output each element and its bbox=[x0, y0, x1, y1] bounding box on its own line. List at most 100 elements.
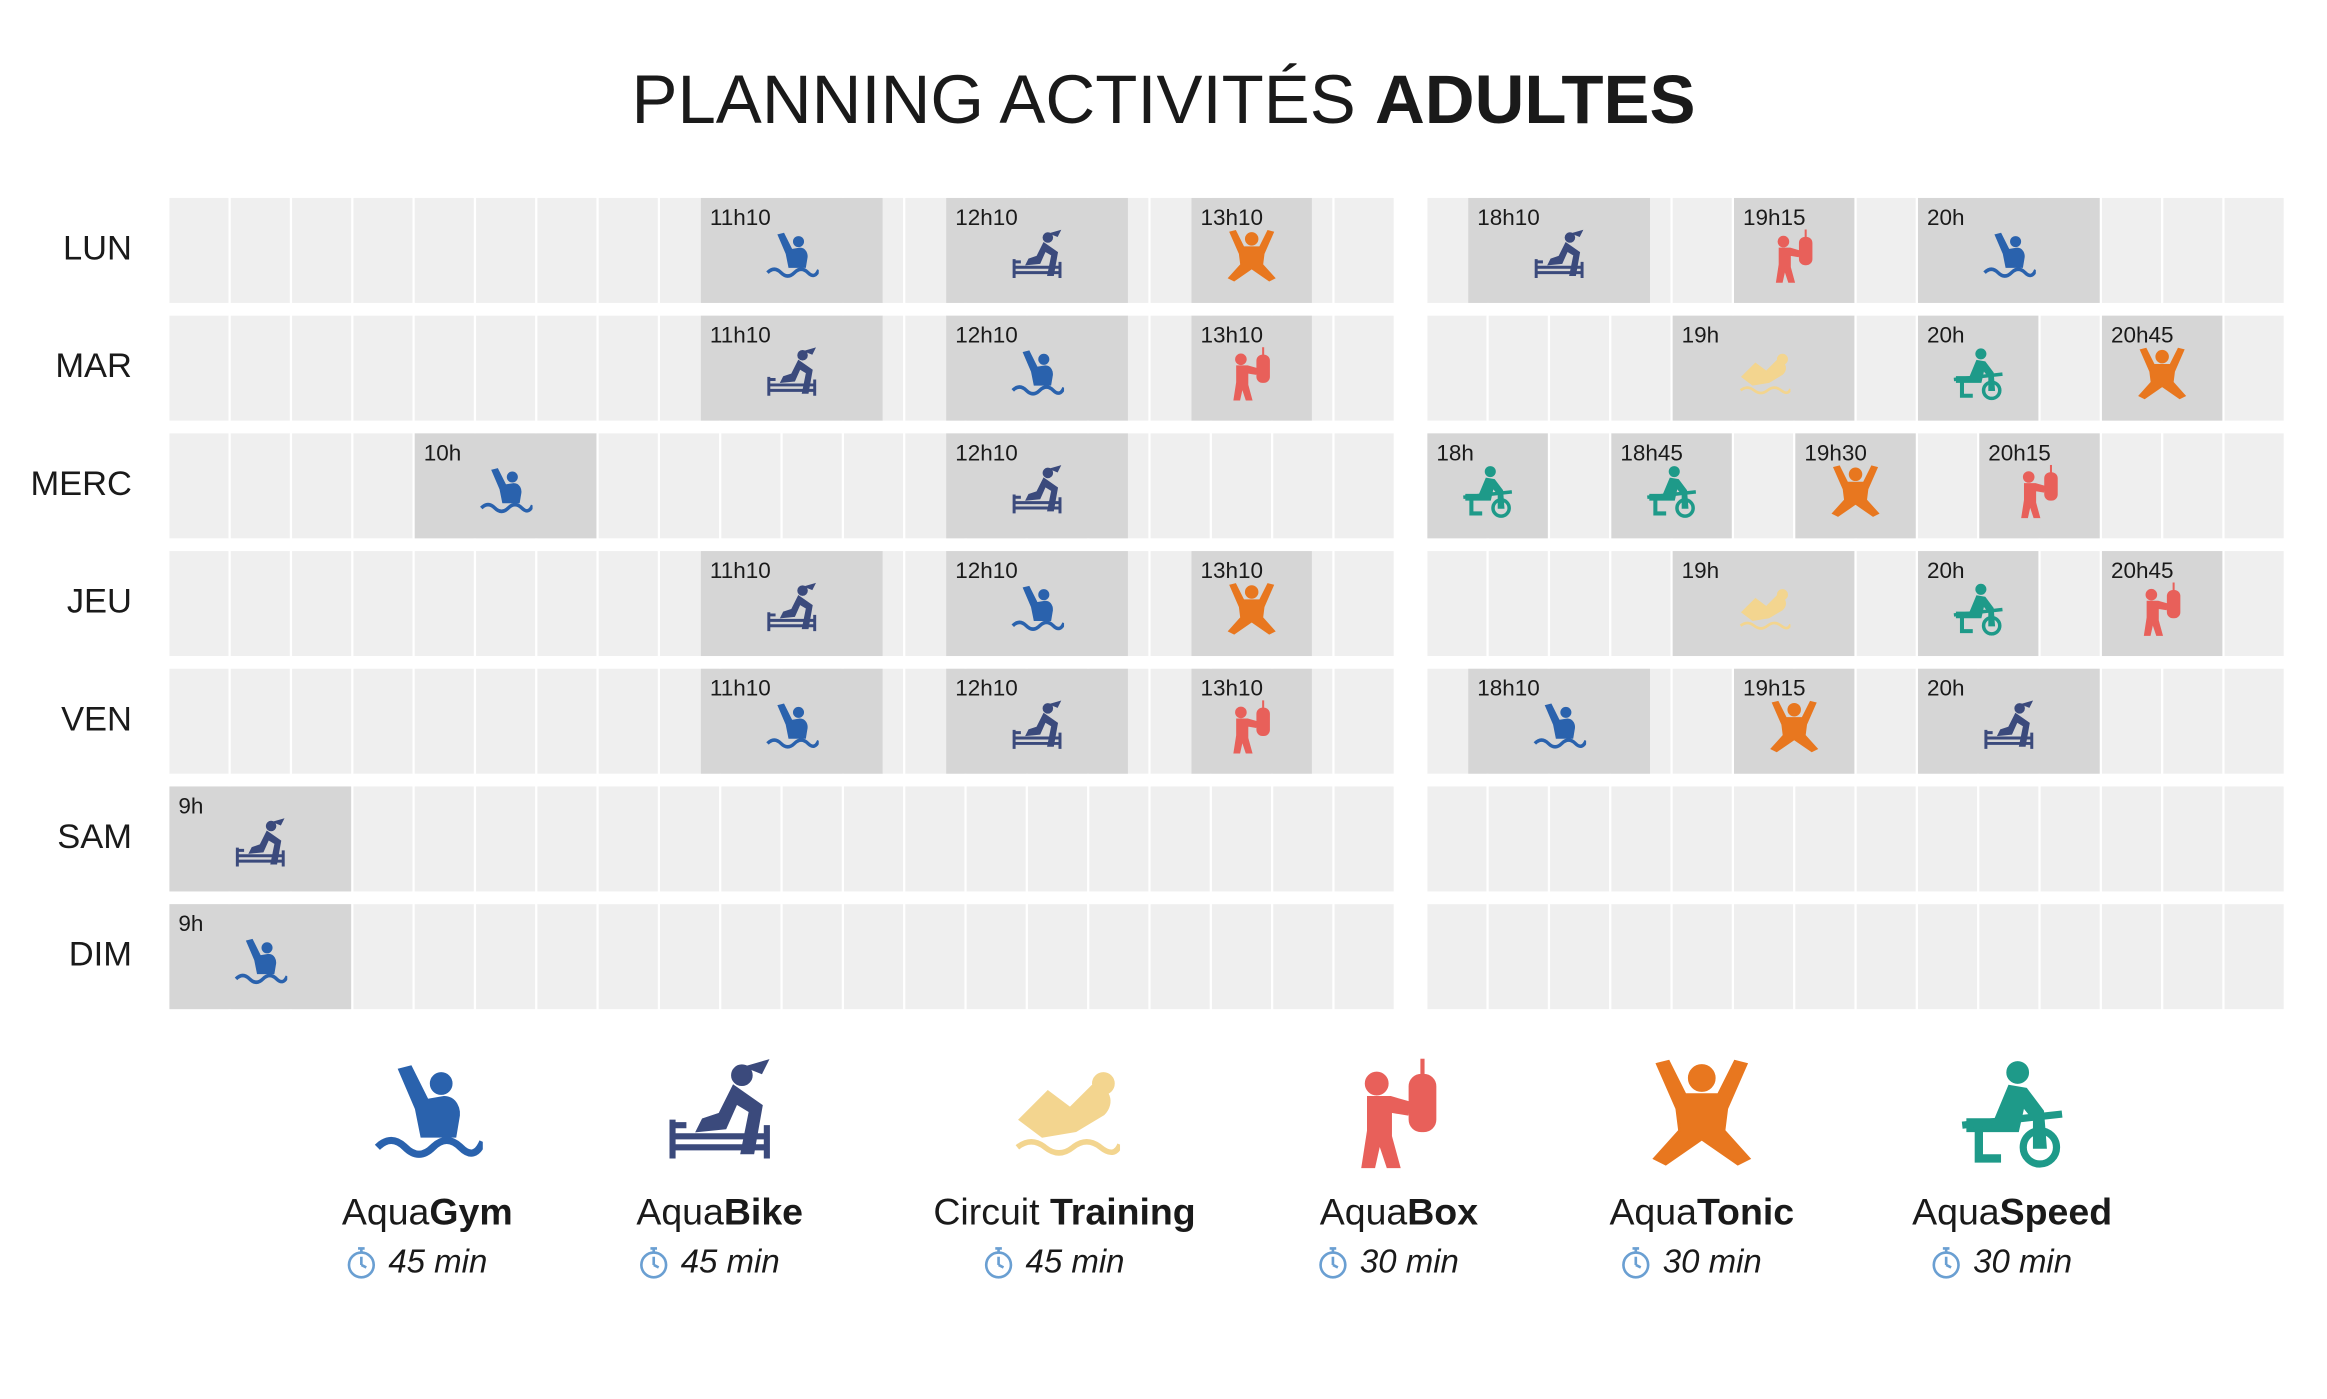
session: 20h45 bbox=[2101, 315, 2223, 421]
grid-cell bbox=[1856, 315, 1916, 421]
session-time: 13h10 bbox=[1200, 323, 1263, 348]
session-time: 19h bbox=[1682, 323, 1720, 348]
legend-duration: 45 min bbox=[681, 1243, 780, 1280]
session-time: 12h10 bbox=[955, 558, 1018, 583]
session: 20h bbox=[1917, 315, 2039, 421]
grid-cell bbox=[1550, 315, 1610, 421]
grid-cell bbox=[2224, 904, 2284, 1010]
grid-cell bbox=[169, 668, 229, 774]
session-time: 12h10 bbox=[955, 323, 1018, 348]
grid-cell bbox=[353, 668, 413, 774]
grid-cell bbox=[292, 433, 352, 539]
grid-cell bbox=[169, 315, 229, 421]
grid-cell bbox=[905, 904, 965, 1010]
grid-cell bbox=[598, 197, 658, 303]
legend-name: AquaBox bbox=[1320, 1190, 1478, 1232]
session-time: 18h45 bbox=[1620, 440, 1683, 465]
session-time: 18h10 bbox=[1477, 205, 1540, 230]
grid-cell bbox=[1917, 904, 1978, 1010]
grid-cell bbox=[1734, 433, 1794, 539]
grid-cell bbox=[1334, 904, 1394, 1010]
grid-cell bbox=[414, 786, 474, 892]
legend-duration: 30 min bbox=[1360, 1243, 1459, 1280]
session: 18h45 bbox=[1611, 433, 1732, 539]
grid-cell bbox=[1856, 551, 1916, 657]
grid-cell bbox=[1334, 197, 1394, 303]
stopwatch-icon bbox=[640, 1247, 668, 1279]
grid-cell bbox=[1611, 904, 1671, 1010]
stopwatch-icon bbox=[1319, 1247, 1347, 1279]
session-time: 19h bbox=[1682, 558, 1720, 583]
grid-cell bbox=[2163, 668, 2223, 774]
grid-cell bbox=[598, 904, 658, 1010]
grid-cell bbox=[1672, 786, 1732, 892]
session-block bbox=[169, 786, 352, 892]
day-label: VEN bbox=[61, 700, 132, 738]
grid-cell bbox=[598, 668, 658, 774]
session: 19h bbox=[1672, 315, 1855, 421]
session: 12h10 bbox=[946, 315, 1128, 421]
grid-cell bbox=[537, 315, 597, 421]
grid-cell bbox=[1273, 433, 1333, 539]
session-time: 13h10 bbox=[1200, 205, 1263, 230]
session-time: 20h bbox=[1927, 205, 1965, 230]
grid-cell bbox=[1550, 904, 1610, 1010]
grid-cell bbox=[1427, 904, 1487, 1010]
session-time: 11h10 bbox=[710, 558, 771, 583]
session-time: 19h30 bbox=[1804, 440, 1867, 465]
session: 12h10 bbox=[946, 433, 1128, 539]
grid-cell bbox=[1795, 786, 1855, 892]
legend-name-regular: Aqua bbox=[342, 1190, 430, 1232]
grid-cell bbox=[782, 786, 842, 892]
grid-cell bbox=[1550, 551, 1610, 657]
grid-cell bbox=[2224, 197, 2284, 303]
grid-cell bbox=[292, 315, 352, 421]
grid-cell bbox=[230, 668, 290, 774]
session: 13h10 bbox=[1191, 197, 1312, 303]
session-time: 13h10 bbox=[1200, 558, 1263, 583]
grid-cell bbox=[414, 197, 474, 303]
grid-cell bbox=[1856, 786, 1916, 892]
grid-cell bbox=[353, 551, 413, 657]
legend-name-bold: Speed bbox=[2000, 1190, 2112, 1232]
session-block bbox=[700, 551, 883, 657]
session-time: 20h bbox=[1927, 558, 1965, 583]
legend-icon bbox=[1363, 1059, 1435, 1167]
grid-cell bbox=[1856, 668, 1916, 774]
grid-cell bbox=[353, 433, 413, 539]
session-block bbox=[946, 433, 1128, 539]
stopwatch-icon bbox=[1622, 1247, 1650, 1279]
legend-icon bbox=[1653, 1059, 1751, 1166]
grid-cell bbox=[1734, 786, 1794, 892]
legend-duration: 30 min bbox=[1663, 1243, 1762, 1280]
session: 18h10 bbox=[1468, 197, 1650, 303]
legend-name: AquaBike bbox=[636, 1190, 803, 1232]
stopwatch-icon bbox=[1932, 1247, 1960, 1279]
grid-cell bbox=[2101, 668, 2162, 774]
session: 9h bbox=[169, 786, 352, 892]
session-time: 11h10 bbox=[710, 323, 771, 348]
grid-cell bbox=[1488, 904, 1548, 1010]
session-time: 19h15 bbox=[1743, 205, 1806, 230]
session-block bbox=[946, 197, 1128, 303]
session-block bbox=[700, 315, 883, 421]
grid-cell bbox=[476, 551, 536, 657]
session: 19h30 bbox=[1795, 433, 1916, 539]
grid-cell bbox=[905, 786, 965, 892]
legend-icon bbox=[670, 1061, 770, 1158]
grid-cell bbox=[1611, 315, 1671, 421]
grid-cell bbox=[292, 197, 352, 303]
legend-name: AquaGym bbox=[342, 1190, 513, 1232]
session: 19h15 bbox=[1734, 668, 1855, 774]
grid-cell bbox=[414, 551, 474, 657]
page-title: PLANNING ACTIVITÉS ADULTES bbox=[631, 61, 1695, 138]
grid-cell bbox=[1488, 786, 1548, 892]
legend-name-bold: Gym bbox=[429, 1190, 512, 1232]
grid-cell bbox=[230, 197, 290, 303]
grid-cell bbox=[169, 433, 229, 539]
grid-cell bbox=[1334, 786, 1394, 892]
grid-cell bbox=[2163, 786, 2223, 892]
legend-icon bbox=[1962, 1062, 2062, 1164]
grid-cell bbox=[2224, 786, 2284, 892]
